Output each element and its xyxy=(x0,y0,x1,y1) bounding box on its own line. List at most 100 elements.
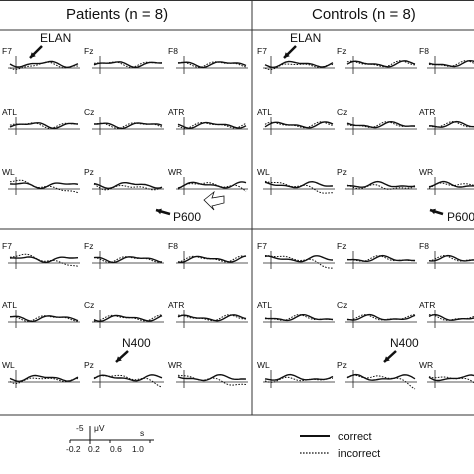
incorrect-waveform xyxy=(9,179,79,194)
correct-waveform xyxy=(428,180,474,188)
electrode-label: WR xyxy=(419,360,433,370)
electrode-label: WL xyxy=(257,167,270,177)
electrode-label: F8 xyxy=(168,46,178,56)
correct-waveform xyxy=(93,314,163,322)
correct-waveform xyxy=(9,60,79,69)
electrode-label: WR xyxy=(168,167,182,177)
correct-waveform xyxy=(177,61,247,69)
incorrect-waveform xyxy=(177,374,247,386)
patients-panel-title: Patients (n = 8) xyxy=(66,6,169,23)
electrode-label: Fz xyxy=(337,241,346,251)
correct-waveform xyxy=(9,256,79,264)
elan-label-controls: ELAN xyxy=(290,31,321,45)
incorrect-waveform xyxy=(428,376,474,384)
scale-tick-label: 0.6 xyxy=(110,444,122,454)
scale-voltage-label: -5 xyxy=(76,423,84,433)
correct-waveform xyxy=(428,59,474,68)
electrode-label: Fz xyxy=(84,46,93,56)
electrode-label: F8 xyxy=(168,241,178,251)
n400-label-controls: N400 xyxy=(390,336,419,350)
p600-arrow-controls-head xyxy=(430,208,436,215)
incorrect-waveform xyxy=(9,315,78,322)
incorrect-waveform xyxy=(428,314,474,321)
correct-waveform xyxy=(177,255,247,264)
correct-waveform xyxy=(346,254,416,262)
incorrect-waveform xyxy=(177,255,247,263)
correct-waveform xyxy=(93,61,162,69)
electrode-label: ATR xyxy=(419,107,435,117)
p600-label-controls: P600 xyxy=(447,210,474,224)
correct-waveform xyxy=(94,122,163,130)
correct-waveform xyxy=(9,374,79,383)
correct-waveform xyxy=(177,373,247,382)
incorrect-waveform xyxy=(93,183,163,191)
incorrect-waveform xyxy=(428,182,474,189)
electrode-label: ATR xyxy=(168,300,184,310)
electrode-label: Pz xyxy=(84,167,94,177)
correct-waveform xyxy=(93,182,163,189)
electrode-label: F7 xyxy=(2,46,12,56)
elan-arrow-patients-head xyxy=(30,52,36,58)
electrode-label: WL xyxy=(257,360,270,370)
incorrect-waveform xyxy=(93,256,163,263)
electrode-label: ATL xyxy=(2,300,17,310)
electrode-label: Pz xyxy=(337,167,347,177)
correct-waveform xyxy=(346,120,416,129)
scale-time-unit: s xyxy=(140,428,144,438)
electrode-label: F8 xyxy=(419,46,429,56)
electrode-label: F7 xyxy=(257,241,267,251)
electrode-label: ATL xyxy=(2,107,17,117)
p600-arrow-patients-head xyxy=(156,208,162,215)
electrode-label: WL xyxy=(2,167,15,177)
outline-arrow-icon xyxy=(203,190,225,211)
electrode-label: F8 xyxy=(419,241,429,251)
correct-waveform xyxy=(346,313,416,321)
legend-incorrect-label: incorrect xyxy=(338,448,380,460)
n400-arrow-patients-head xyxy=(116,356,122,362)
electrode-label: ATL xyxy=(257,300,272,310)
scale-tick-label: 1.0 xyxy=(132,444,144,454)
correct-waveform xyxy=(428,314,474,321)
electrode-label: Pz xyxy=(337,360,347,370)
incorrect-waveform xyxy=(177,182,247,192)
electrode-label: Cz xyxy=(84,300,94,310)
correct-waveform xyxy=(264,180,334,189)
correct-waveform xyxy=(93,374,163,382)
correct-waveform xyxy=(346,373,416,381)
elan-label-patients: ELAN xyxy=(40,31,71,45)
electrode-label: WR xyxy=(168,360,182,370)
incorrect-waveform xyxy=(264,376,333,383)
incorrect-waveform xyxy=(93,374,163,388)
incorrect-waveform xyxy=(93,122,163,129)
n400-arrow-controls-head xyxy=(384,356,390,362)
electrode-label: Cz xyxy=(337,107,347,117)
incorrect-waveform xyxy=(428,255,474,262)
correct-waveform xyxy=(429,120,474,128)
correct-waveform xyxy=(264,314,334,322)
electrode-label: Cz xyxy=(84,107,94,117)
scale-tick-label: 0.2 xyxy=(88,444,100,454)
legend-correct-label: correct xyxy=(338,431,372,443)
scale-tick-label: -0.2 xyxy=(66,444,81,454)
correct-waveform xyxy=(177,314,247,322)
scale-voltage-unit: μV xyxy=(94,423,105,433)
electrode-label: ATL xyxy=(257,107,272,117)
electrode-label: WL xyxy=(2,360,15,370)
electrode-label: ATR xyxy=(168,107,184,117)
correct-waveform xyxy=(177,181,247,189)
correct-waveform xyxy=(264,255,334,263)
incorrect-waveform xyxy=(346,374,416,390)
electrode-label: ATR xyxy=(419,300,435,310)
electrode-label: Fz xyxy=(337,46,346,56)
electrode-label: WR xyxy=(419,167,433,177)
correct-waveform xyxy=(346,180,416,188)
correct-waveform xyxy=(9,182,79,190)
correct-waveform xyxy=(177,121,247,130)
correct-waveform xyxy=(9,122,79,130)
correct-waveform xyxy=(9,315,79,323)
electrode-label: Pz xyxy=(84,360,94,370)
correct-waveform xyxy=(264,121,334,129)
elan-arrow-controls-head xyxy=(284,52,290,58)
correct-waveform xyxy=(264,373,334,381)
